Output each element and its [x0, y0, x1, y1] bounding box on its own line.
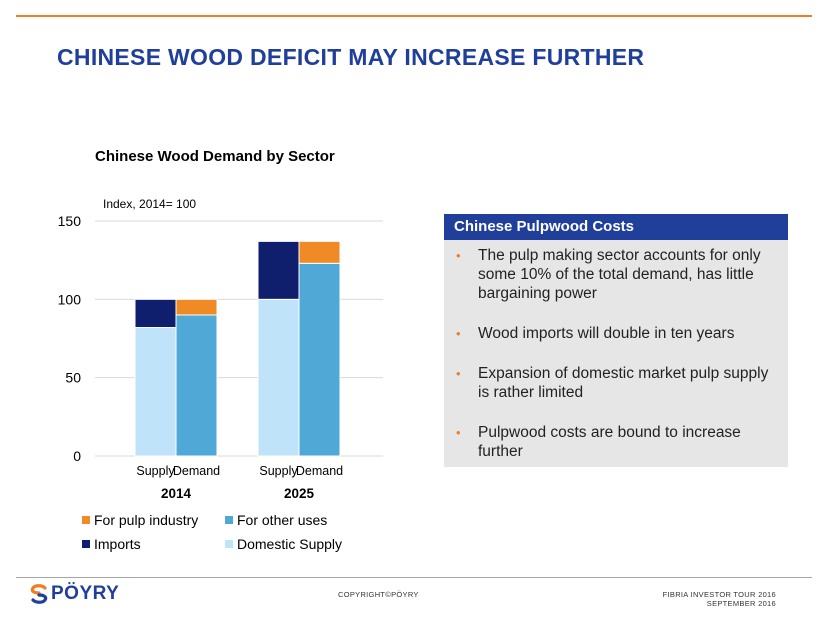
bullet-text: Pulpwood costs are bound to increase fur…	[478, 424, 741, 460]
legend-label: For other uses	[237, 512, 328, 528]
top-accent-line	[16, 15, 812, 17]
panel-title: Chinese Pulpwood Costs	[444, 214, 788, 240]
y-axis-label: Index, 2014= 100	[103, 197, 197, 211]
legend-item-domestic-supply: Domestic Supply	[225, 536, 342, 552]
bar-segment-domestic-supply	[134, 327, 177, 457]
list-item: • The pulp making sector accounts for onl…	[456, 246, 774, 303]
bar-segment-for-pulp-industry	[298, 240, 341, 264]
pulpwood-costs-panel: Chinese Pulpwood Costs • The pulp making …	[444, 214, 788, 467]
chart-title: Chinese Wood Demand by Sector	[95, 148, 335, 165]
bullet-icon: •	[456, 366, 461, 381]
event-title: FIBRIA INVESTOR TOUR 2016	[662, 590, 776, 599]
event-date: SEPTEMBER 2016	[706, 599, 776, 608]
bar-segment-for-other-uses	[175, 314, 218, 457]
bar-segment-imports	[134, 298, 177, 329]
legend-swatch	[82, 540, 90, 548]
x-tick-label: Demand	[296, 464, 343, 478]
bar-segment-imports	[257, 240, 300, 300]
y-tick-label: 100	[58, 291, 82, 307]
legend-item-other-uses: For other uses	[225, 512, 327, 528]
bullet-icon: •	[456, 425, 461, 440]
legend-label: Imports	[94, 536, 141, 552]
legend-label: For pulp industry	[94, 512, 199, 528]
legend-swatch	[225, 540, 233, 548]
x-tick-label: Demand	[173, 464, 220, 478]
legend-item-imports: Imports	[82, 536, 141, 552]
y-tick-label: 50	[65, 370, 81, 386]
list-item: • Wood imports will double in ten years	[456, 324, 774, 343]
bullet-text: Wood imports will double in ten years	[478, 325, 735, 342]
bullet-text: Expansion of domestic market pulp supply…	[478, 365, 769, 401]
bar-segment-for-pulp-industry	[175, 298, 218, 316]
list-item: • Pulpwood costs are bound to increase fu…	[456, 423, 774, 461]
bullet-text: The pulp making sector accounts for only…	[478, 247, 761, 302]
x-tick-label: Supply	[259, 464, 298, 478]
panel-bullet-list: • The pulp making sector accounts for onl…	[444, 240, 788, 461]
poyry-logo-icon	[30, 584, 48, 604]
list-item: • Expansion of domestic market pulp suppl…	[456, 364, 774, 402]
x-group-label: 2025	[284, 486, 315, 501]
bullet-icon: •	[456, 326, 461, 341]
bullet-icon: •	[456, 248, 461, 263]
event-info: FIBRIA INVESTOR TOUR 2016 SEPTEMBER 2016	[663, 590, 776, 608]
x-tick-label: Supply	[136, 464, 175, 478]
legend-swatch	[225, 516, 233, 524]
footer-divider	[16, 577, 812, 578]
copyright-text: COPYRIGHT©PÖYRY	[338, 590, 419, 599]
y-tick-label: 150	[58, 213, 82, 229]
y-tick-label: 0	[73, 448, 81, 464]
stacked-bar-chart: 050100150SupplyDemand2014SupplyDemand202…	[58, 213, 383, 501]
company-logo: PÖYRY	[30, 583, 119, 605]
slide-title: CHINESE WOOD DEFICIT MAY INCREASE FURTHE…	[57, 44, 645, 70]
legend-label: Domestic Supply	[237, 536, 343, 552]
legend-swatch	[82, 516, 90, 524]
bar-segment-domestic-supply	[257, 298, 300, 457]
legend-item-pulp-industry: For pulp industry	[82, 512, 198, 528]
logo-text: PÖYRY	[51, 583, 120, 604]
x-group-label: 2014	[161, 486, 192, 501]
bar-segment-for-other-uses	[298, 262, 341, 457]
